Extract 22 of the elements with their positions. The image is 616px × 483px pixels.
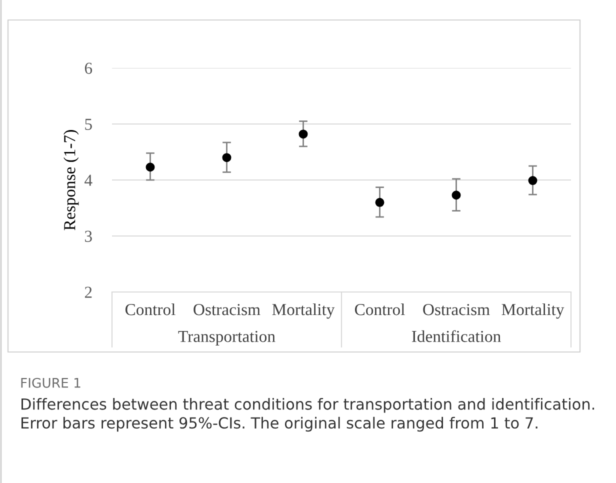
x-tick-label: Ostracism: [423, 304, 490, 316]
caption: FIGURE 1: [21, 378, 80, 388]
text: Differences between threat conditions for transportation and identification. Error bars represent 95%-CIs. The original scale ranged from 1 to 7.: [22, 398, 594, 432]
text: Transportation: [178, 330, 276, 346]
x-tick-label: Mortality: [502, 303, 564, 319]
x-tick-label: Mortality: [272, 303, 335, 319]
x-tick-label: Ostracism: [194, 304, 260, 316]
x-tick-label: Control: [354, 303, 405, 316]
point: [222, 153, 232, 162]
y-tick-label: 3: [85, 230, 92, 242]
y-axis-title: Response (1-7): [64, 130, 79, 230]
point: [298, 130, 308, 139]
y-tick-label: 5: [85, 118, 92, 130]
y-tick-label: 6: [84, 62, 92, 74]
point: [375, 198, 384, 207]
y-tick-label: 4: [84, 174, 92, 186]
point: [146, 162, 155, 172]
y-tick-label: 2: [84, 286, 92, 298]
point: [528, 176, 538, 186]
x-tick-label: Control: [125, 303, 176, 316]
point: [452, 190, 461, 200]
text: Identification: [412, 330, 501, 342]
